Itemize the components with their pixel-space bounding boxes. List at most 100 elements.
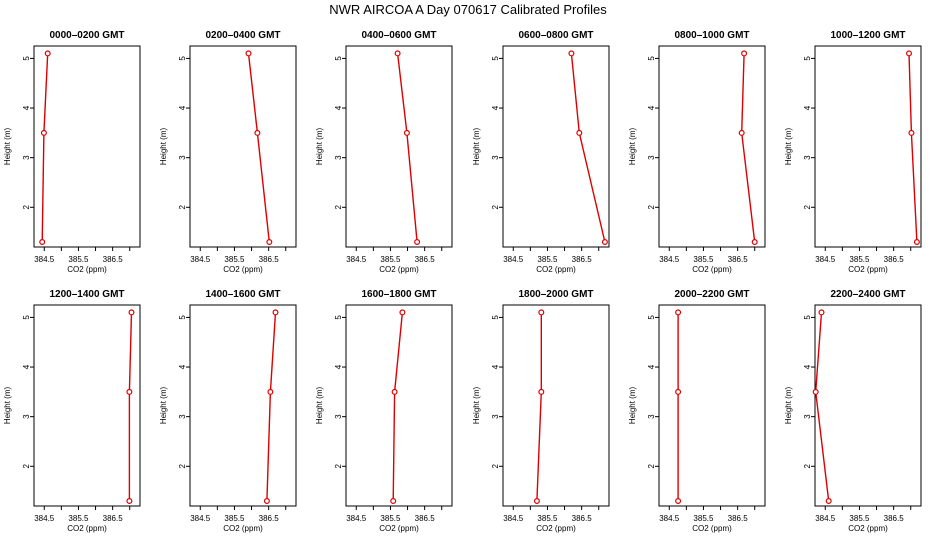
data-point [390,498,397,505]
y-tick-label: 3 [178,414,187,419]
series-line [266,312,277,502]
data-point [40,129,47,136]
data-point [538,309,545,316]
data-point [675,309,682,316]
data-point [39,239,46,246]
x-tick-label: 385.5 [849,255,870,264]
data-point [741,50,748,57]
y-tick-label: 4 [647,364,656,369]
x-tick-label: 384.5 [503,255,524,264]
y-tick-label: 5 [22,315,31,320]
y-tick-label: 4 [491,105,500,110]
x-tick-label: 385.5 [380,514,401,523]
x-tick-label: 385.5 [68,255,89,264]
series-line [396,53,418,243]
data-point [391,388,398,395]
y-tick-label: 2 [178,205,187,210]
data-point [126,498,133,505]
y-axis-label: Height (m) [315,386,324,424]
y-tick-label: 5 [803,315,812,320]
y-tick-label: 3 [491,414,500,419]
x-tick-label: 386.5 [884,514,905,523]
y-axis-label: Height (m) [472,127,481,165]
panel-10: 1800–2000 GMT 384.5 385.5 386.5 2 3 4 5 CO2 (ppm… [472,289,610,533]
data-point [908,129,915,136]
y-tick-label: 3 [491,155,500,160]
x-tick-label: 386.5 [259,255,280,264]
x-axis-label: CO2 (ppm) [67,265,107,274]
plot-frame [502,45,610,248]
plot-frame [658,45,766,248]
series-line [814,312,830,502]
x-tick-label: 386.5 [259,514,280,523]
y-tick-label: 5 [647,56,656,61]
data-point [818,309,825,316]
plot-frame [33,45,141,248]
x-tick-label: 384.5 [659,514,680,523]
panel-12: 2200–2400 GMT 384.5 385.5 386.5 2 3 4 5 CO2 (ppm… [784,289,922,533]
data-point [601,239,608,246]
y-tick-label: 2 [647,205,656,210]
x-tick-label: 384.5 [659,255,680,264]
panel-9: 1600–1800 GMT 384.5 385.5 386.5 2 3 4 5 CO2 (ppm… [315,289,453,533]
y-tick-label: 3 [334,155,343,160]
series-line [41,53,49,243]
x-tick-label: 385.5 [849,514,870,523]
y-axis-label: Height (m) [159,127,168,165]
x-tick-label: 386.5 [884,255,905,264]
x-tick-label: 384.5 [346,255,367,264]
y-tick-label: 2 [491,205,500,210]
y-axis-label: Height (m) [784,386,793,424]
y-tick-label: 3 [647,155,656,160]
y-tick-label: 3 [334,414,343,419]
series-line [536,312,542,502]
data-point [905,50,912,57]
y-tick-label: 5 [803,56,812,61]
y-tick-label: 4 [178,364,187,369]
data-point [263,498,270,505]
y-axis-label: Height (m) [784,127,793,165]
data-point [267,388,274,395]
data-point [254,129,261,136]
plot-frame [189,304,297,507]
y-tick-label: 4 [803,105,812,110]
x-axis-label: CO2 (ppm) [379,524,419,533]
y-tick-label: 5 [334,315,343,320]
data-point [533,498,540,505]
x-tick-label: 384.5 [815,514,836,523]
panel-title: 0600–0800 GMT [518,30,593,41]
y-tick-label: 5 [491,315,500,320]
data-point [403,129,410,136]
panel-title: 0400–0600 GMT [361,30,436,41]
panel-title: 0200–0400 GMT [205,30,280,41]
data-point [568,50,575,57]
panel-title: 2000–2200 GMT [674,289,749,300]
x-tick-label: 385.5 [537,255,558,264]
y-tick-label: 3 [803,155,812,160]
x-axis-label: CO2 (ppm) [692,524,732,533]
x-tick-label: 384.5 [815,255,836,264]
panel-title: 0000–0200 GMT [49,30,124,41]
x-tick-label: 386.5 [103,255,124,264]
y-tick-label: 3 [647,414,656,419]
plot-frame [814,45,922,248]
x-axis-label: CO2 (ppm) [223,265,263,274]
panel-11: 2000–2200 GMT 384.5 385.5 386.5 2 3 4 5 CO2 (ppm… [628,289,766,533]
series-line [392,312,404,502]
panel-1: 0000–0200 GMT 384.5 385.5 386.5 2 3 4 5 CO2 (ppm… [3,30,141,274]
x-tick-label: 385.5 [537,514,558,523]
y-axis-label: Height (m) [628,127,637,165]
x-tick-label: 385.5 [224,514,245,523]
x-axis-label: CO2 (ppm) [67,524,107,533]
x-tick-label: 385.5 [380,255,401,264]
y-tick-label: 5 [334,56,343,61]
y-axis-label: Height (m) [159,386,168,424]
y-tick-label: 3 [22,414,31,419]
data-point [913,239,920,246]
y-tick-label: 5 [22,56,31,61]
series-line [740,53,756,243]
page-title: NWR AIRCOA A Day 070617 Calibrated Profi… [329,2,607,17]
panel-title: 1200–1400 GMT [49,289,124,300]
data-point [128,309,135,316]
